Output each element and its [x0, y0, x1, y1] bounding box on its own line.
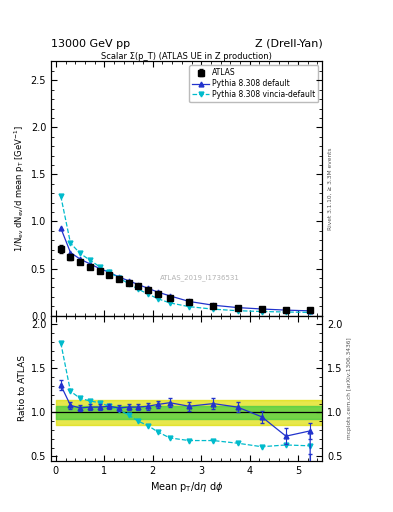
- Pythia 8.308 default: [167, 293, 172, 299]
- Y-axis label: 1/N$_{\rm ev}$ dN$_{\rm ev}$/d mean p$_{\rm T}$ [GeV$^{-1}$]: 1/N$_{\rm ev}$ dN$_{\rm ev}$/d mean p$_{…: [12, 125, 27, 252]
- Y-axis label: Ratio to ATLAS: Ratio to ATLAS: [18, 355, 27, 421]
- Pythia 8.308 vincia-default: [308, 309, 312, 315]
- Pythia 8.308 vincia-default: [145, 291, 150, 297]
- Pythia 8.308 vincia-default: [187, 304, 191, 310]
- Pythia 8.308 vincia-default: [97, 264, 102, 270]
- Pythia 8.308 vincia-default: [59, 193, 63, 199]
- Pythia 8.308 default: [235, 305, 240, 311]
- Pythia 8.308 vincia-default: [167, 300, 172, 306]
- Title: Scalar Σ(p_T) (ATLAS UE in Z production): Scalar Σ(p_T) (ATLAS UE in Z production): [101, 52, 272, 60]
- Pythia 8.308 vincia-default: [284, 309, 288, 315]
- Pythia 8.308 default: [59, 225, 63, 231]
- Line: Pythia 8.308 vincia-default: Pythia 8.308 vincia-default: [58, 194, 312, 315]
- Pythia 8.308 vincia-default: [155, 295, 160, 302]
- X-axis label: Mean p$_{\rm T}$/d$\eta$ d$\phi$: Mean p$_{\rm T}$/d$\eta$ d$\phi$: [150, 480, 224, 494]
- Pythia 8.308 vincia-default: [235, 308, 240, 314]
- Pythia 8.308 default: [145, 285, 150, 291]
- Pythia 8.308 default: [126, 278, 131, 284]
- Pythia 8.308 vincia-default: [136, 286, 141, 292]
- Pythia 8.308 vincia-default: [211, 306, 216, 312]
- Legend: ATLAS, Pythia 8.308 default, Pythia 8.308 vincia-default: ATLAS, Pythia 8.308 default, Pythia 8.30…: [189, 65, 318, 102]
- Pythia 8.308 default: [284, 307, 288, 313]
- Pythia 8.308 default: [88, 261, 92, 267]
- Text: Rivet 3.1.10, ≥ 3.3M events: Rivet 3.1.10, ≥ 3.3M events: [328, 147, 333, 230]
- Text: ATLAS_2019_I1736531: ATLAS_2019_I1736531: [160, 274, 239, 281]
- Pythia 8.308 default: [97, 265, 102, 271]
- Pythia 8.308 default: [107, 269, 112, 275]
- Pythia 8.308 vincia-default: [68, 240, 73, 246]
- Pythia 8.308 vincia-default: [78, 250, 83, 257]
- Pythia 8.308 vincia-default: [259, 308, 264, 314]
- Pythia 8.308 default: [308, 308, 312, 314]
- Pythia 8.308 default: [68, 249, 73, 255]
- Pythia 8.308 default: [78, 256, 83, 262]
- Pythia 8.308 default: [116, 274, 121, 280]
- Pythia 8.308 default: [211, 302, 216, 308]
- Pythia 8.308 default: [155, 289, 160, 295]
- Line: Pythia 8.308 default: Pythia 8.308 default: [58, 226, 312, 313]
- Pythia 8.308 vincia-default: [116, 275, 121, 281]
- Text: 13000 GeV pp: 13000 GeV pp: [51, 38, 130, 49]
- Pythia 8.308 default: [187, 298, 191, 305]
- Text: Z (Drell-Yan): Z (Drell-Yan): [255, 38, 322, 49]
- Pythia 8.308 default: [136, 282, 141, 288]
- Pythia 8.308 vincia-default: [107, 269, 112, 275]
- Pythia 8.308 vincia-default: [126, 281, 131, 287]
- Pythia 8.308 vincia-default: [88, 257, 92, 263]
- Pythia 8.308 default: [259, 306, 264, 312]
- Y-axis label: mcplots.cern.ch [arXiv:1306.3436]: mcplots.cern.ch [arXiv:1306.3436]: [347, 337, 352, 439]
